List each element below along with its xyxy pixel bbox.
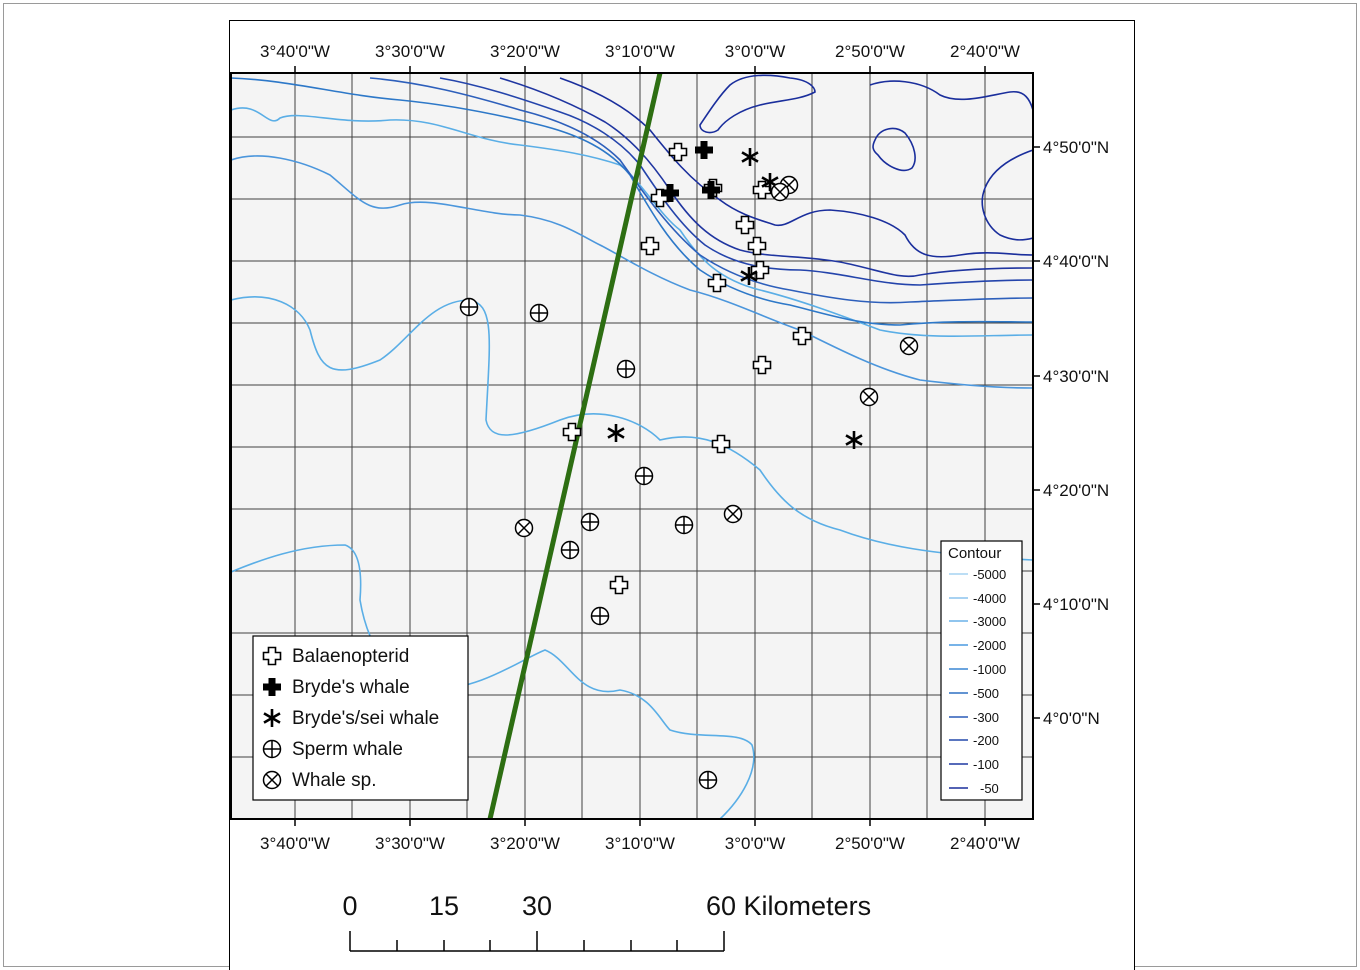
bottom-lon-label: 3°40'0"W (260, 834, 330, 853)
survey-track (487, 73, 663, 819)
lat-label: 4°20'0"N (1043, 481, 1109, 500)
sperm-whale-sighting (698, 770, 718, 790)
legend-label-brydes-whale: Bryde's whale (292, 677, 410, 698)
tick-marks (294, 66, 1040, 826)
contour-line (369, 77, 1033, 304)
sperm-whale-sighting (459, 297, 479, 317)
contour-line (869, 80, 1033, 111)
scale-label-60-kilometers: 60 Kilometers (706, 891, 871, 921)
contour-legend-title: Contour (948, 545, 1001, 562)
contour-legend-label: -50 (980, 781, 999, 796)
legend-label-sperm-whale: Sperm whale (292, 739, 403, 760)
contour-legend: Contour -5000 -4000 -3000 -2000 -1000 -5… (940, 540, 1023, 801)
scale-label-15: 15 (429, 891, 459, 921)
contour-legend-label: -3000 (973, 614, 1006, 629)
contour-line (439, 77, 1033, 286)
bottom-lon-label: 3°20'0"W (490, 834, 560, 853)
top-longitude-labels: 3°40'0"W 3°30'0"W 3°20'0"W 3°10'0"W 3°0'… (260, 42, 1020, 61)
contour-line (872, 127, 916, 172)
contour-legend-label: -200 (973, 733, 999, 748)
lat-label: 4°0'0"N (1043, 709, 1100, 728)
whale-sp-sighting (859, 387, 879, 407)
contour-line (231, 544, 755, 819)
contour-line (699, 74, 816, 134)
contour-line (559, 77, 1033, 258)
top-lon-label: 3°10'0"W (605, 42, 675, 61)
latitude-labels: 4°50'0"N 4°40'0"N 4°30'0"N 4°20'0"N 4°10… (1043, 138, 1109, 728)
bottom-lon-label: 3°10'0"W (605, 834, 675, 853)
contour-line (231, 296, 1033, 561)
lat-label: 4°30'0"N (1043, 367, 1109, 386)
bathymetry-contours (231, 74, 1033, 819)
scale-bar: 0 15 30 60 Kilometers (342, 891, 871, 952)
whale-sp-sighting (723, 504, 743, 524)
bottom-lon-label: 3°30'0"W (375, 834, 445, 853)
top-lon-label: 3°30'0"W (375, 42, 445, 61)
whale-sp-sighting (899, 336, 919, 356)
sperm-whale-sighting (616, 359, 636, 379)
species-legend: Balaenopterid Bryde's whale Bryde's/sei … (252, 635, 469, 801)
legend-label-balaenopterid: Balaenopterid (292, 646, 409, 667)
top-lon-label: 3°0'0"W (725, 42, 786, 61)
contour-legend-label: -100 (973, 757, 999, 772)
contour-legend-label: -4000 (973, 591, 1006, 606)
sperm-whale-sighting (580, 512, 600, 532)
map-border (230, 72, 1034, 820)
contour-legend-label: -5000 (973, 567, 1006, 582)
whale-sp-sighting (770, 182, 790, 202)
contour-legend-label: -1000 (973, 662, 1006, 677)
legend-label-brydes-sei-whale: Bryde's/sei whale (292, 708, 439, 729)
contour-line (231, 155, 1033, 389)
bottom-lon-label: 2°50'0"W (835, 834, 905, 853)
contour-legend-label: -500 (973, 686, 999, 701)
bottom-lon-label: 2°40'0"W (950, 834, 1020, 853)
circle-plus-icon (262, 739, 282, 759)
lat-label: 4°40'0"N (1043, 252, 1109, 271)
top-lon-label: 2°50'0"W (835, 42, 905, 61)
sperm-whale-sighting (674, 515, 694, 535)
contour-legend-label: -300 (973, 710, 999, 725)
sperm-whale-sighting (529, 303, 549, 323)
contour-line (981, 149, 1033, 241)
top-lon-label: 2°40'0"W (950, 42, 1020, 61)
lat-label: 4°10'0"N (1043, 595, 1109, 614)
scale-label-0: 0 (342, 891, 357, 921)
bottom-lon-label: 3°0'0"W (725, 834, 786, 853)
bottom-longitude-labels: 3°40'0"W 3°30'0"W 3°20'0"W 3°10'0"W 3°0'… (260, 834, 1020, 853)
sperm-whale-sighting (560, 540, 580, 560)
contour-line (231, 77, 1033, 326)
top-lon-label: 3°20'0"W (490, 42, 560, 61)
legend-label-whale-sp: Whale sp. (292, 770, 376, 791)
top-lon-label: 3°40'0"W (260, 42, 330, 61)
whale-sp-sighting (514, 518, 534, 538)
scale-label-30: 30 (522, 891, 552, 921)
contour-line (499, 77, 1033, 278)
sperm-whale-sighting (590, 606, 610, 626)
sperm-whale-sighting (634, 466, 654, 486)
contour-legend-label: -2000 (973, 638, 1006, 653)
circle-x-icon (262, 770, 282, 790)
lat-label: 4°50'0"N (1043, 138, 1109, 157)
